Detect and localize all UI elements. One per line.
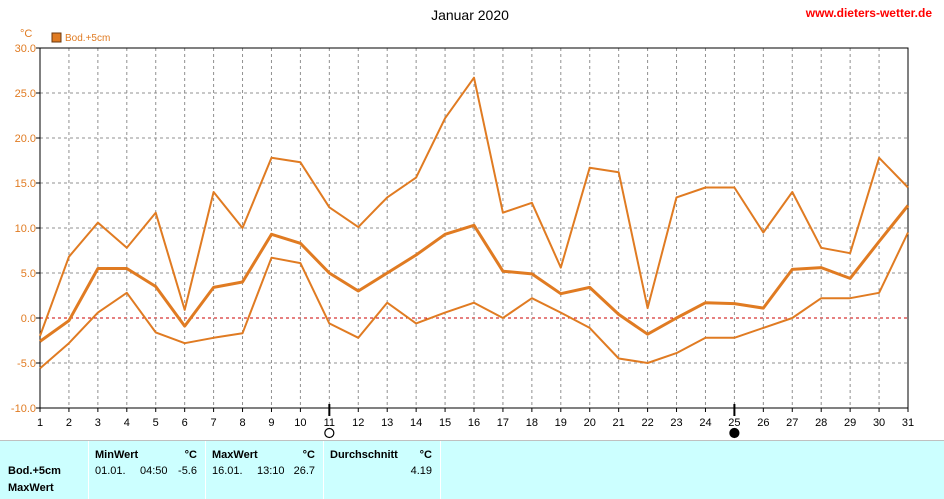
moon-markers [324,404,740,439]
min-header: MinWert [95,449,139,461]
x-tick-label: 1 [37,417,43,429]
new-moon-icon [729,427,740,439]
x-tick-label: 25 [728,417,740,429]
x-tick-label: 9 [268,417,274,429]
x-tick-label: 16 [468,417,480,429]
min-time: 04:50 [140,465,168,477]
stats-min-column: MinWert °C 01.01. 04:50 -5.6 [89,441,206,499]
x-tick-label: 26 [757,417,769,429]
avg-header: Durchschnitt [330,449,398,461]
series-lines [39,76,910,370]
x-tick-label: 24 [699,417,711,429]
temperature-chart: 30.025.020.015.010.05.00.0-5.0-10.01 2 3 4 5… [11,6,933,439]
y-tick-label: 25.0 [15,88,36,100]
max-time: 13:10 [257,465,285,477]
x-tick-label: 29 [844,417,856,429]
y-tick-label: -10.0 [11,403,36,415]
max-header: MaxWert [212,449,258,461]
x-tick-label: 20 [584,417,596,429]
chart-title: Januar 2020 [431,7,509,23]
x-tick-label: 14 [410,417,422,429]
x-tick-label: 15 [439,417,451,429]
series-line-max [39,76,909,337]
stats-panel: Bod.+5cm MaxWert MinWert °C 01.01. 04:50… [0,440,944,499]
y-tick-label: 20.0 [15,133,36,145]
x-tick-label: 7 [211,417,217,429]
avg-value: 4.19 [410,465,432,477]
x-tick-label: 22 [641,417,653,429]
x-tick-label: 30 [873,417,885,429]
x-tick-label: 8 [239,417,245,429]
stats-row-labels: Bod.+5cm MaxWert [0,441,89,499]
y-axis-unit: °C [20,28,32,40]
axes: 30.025.020.015.010.05.00.0-5.0-10.01 2 3 4 5… [11,43,914,429]
min-date: 01.01. [95,465,126,477]
legend-swatch [51,32,62,43]
stats-max-column: MaxWert °C 16.01. 13:10 26.7 [206,441,324,499]
x-tick-label: 18 [526,417,538,429]
min-unit: °C [184,449,197,461]
x-tick-label: 23 [670,417,682,429]
x-tick-label: 12 [352,417,364,429]
x-tick-label: 11 [324,417,335,429]
legend-label: Bod.+5cm [65,33,110,44]
plot-frame [39,47,909,409]
x-tick-label: 2 [66,417,72,429]
max-value: 26.7 [293,465,315,477]
series-line-avg [39,204,910,343]
full-moon-icon [324,427,335,439]
x-tick-label: 3 [95,417,101,429]
x-tick-label: 21 [613,417,625,429]
x-tick-label: 10 [294,417,306,429]
x-tick-label: 4 [124,417,130,429]
x-tick-label: 19 [555,417,567,429]
max-unit: °C [302,449,315,461]
y-tick-label: 10.0 [15,223,36,235]
avg-unit: °C [419,449,432,461]
x-tick-label: 5 [153,417,159,429]
max-date: 16.01. [212,465,243,477]
stats-avg-column: Durchschnitt °C 4.19 [324,441,441,499]
series-line-min [39,232,909,370]
stats-row-label-sensor: Bod.+5cm [8,465,61,477]
x-tick-label: 31 [902,417,914,429]
x-tick-label: 28 [815,417,827,429]
x-tick-label: 13 [381,417,393,429]
y-tick-label: -5.0 [17,358,36,370]
x-tick-label: 6 [182,417,188,429]
y-tick-label: 0.0 [21,313,36,325]
stats-row-label-maxwert: MaxWert [8,482,54,494]
site-watermark[interactable]: www.dieters-wetter.de [805,6,933,20]
x-tick-label: 17 [497,417,509,429]
y-tick-label: 30.0 [15,43,36,55]
x-tick-label: 27 [786,417,798,429]
y-tick-label: 15.0 [15,178,36,190]
y-tick-label: 5.0 [21,268,36,280]
min-value: -5.6 [178,465,197,477]
